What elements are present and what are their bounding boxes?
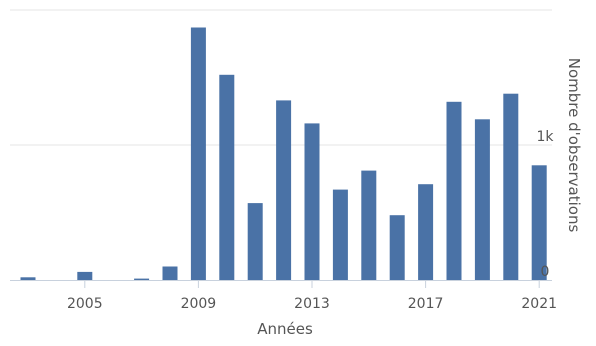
y-axis-ticks: 0 1k (536, 129, 554, 280)
bars (20, 27, 547, 281)
bar-2018[interactable] (446, 101, 462, 280)
bar-2014[interactable] (332, 189, 348, 280)
bar-2008[interactable] (162, 266, 178, 281)
x-tick-label: 2013 (294, 296, 330, 312)
x-axis-ticks: 2005 2009 2013 2017 2021 (67, 280, 557, 312)
bar-2003[interactable] (20, 277, 36, 280)
bar-2015[interactable] (361, 170, 377, 280)
y-tick-label: 1k (536, 129, 554, 145)
x-tick-label: 2017 (408, 296, 444, 312)
bar-2010[interactable] (219, 74, 235, 280)
bar-2011[interactable] (247, 203, 263, 280)
bar-2017[interactable] (418, 184, 434, 280)
bar-2016[interactable] (389, 215, 405, 280)
x-tick-label: 2005 (67, 296, 103, 312)
y-axis-title: Nombre d'observations (565, 58, 583, 233)
x-tick-label: 2009 (181, 296, 217, 312)
bar-2019[interactable] (474, 119, 490, 280)
y-tick-label: 0 (541, 264, 550, 280)
bar-2013[interactable] (304, 123, 320, 281)
x-axis-title: Années (257, 320, 313, 338)
x-tick-label: 2021 (521, 296, 557, 312)
bar-2020[interactable] (503, 93, 519, 280)
bar-2005[interactable] (77, 271, 93, 280)
bar-2021[interactable] (531, 165, 547, 281)
bar-2009[interactable] (190, 27, 206, 281)
bar-2012[interactable] (276, 100, 292, 281)
bar-2007[interactable] (134, 278, 150, 280)
